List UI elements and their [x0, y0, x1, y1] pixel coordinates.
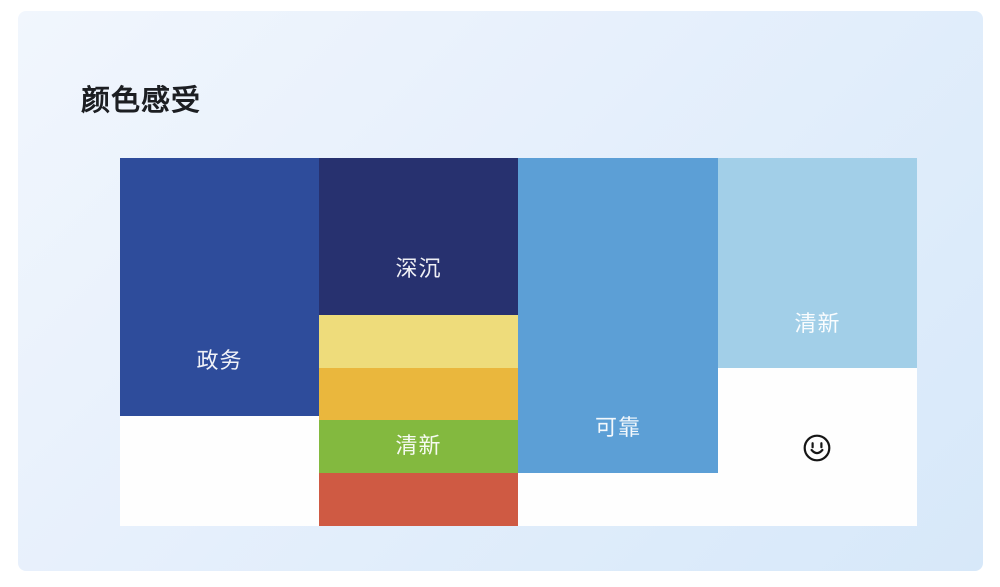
color-block-label: 可靠	[594, 415, 641, 440]
smiley-face-icon	[802, 433, 832, 463]
color-block-red-strip	[319, 473, 518, 526]
color-perception-panel: 颜色感受 政务 深沉 清新 可靠 清新	[18, 11, 983, 571]
color-block-label: 清新	[395, 433, 442, 458]
color-block-label: 政务	[196, 348, 243, 373]
color-block-deep: 深沉	[319, 158, 518, 315]
color-block-government: 政务	[120, 158, 319, 416]
color-block-reliable: 可靠	[518, 158, 718, 473]
color-block-label: 清新	[794, 311, 841, 336]
color-block-fresh-green: 清新	[319, 420, 518, 473]
page-title: 颜色感受	[81, 85, 202, 117]
color-block-orange-strip	[319, 368, 518, 420]
color-block-label: 深沉	[395, 256, 442, 281]
color-block-fresh-light: 清新	[718, 158, 917, 368]
color-block-yellow-strip	[319, 315, 518, 368]
